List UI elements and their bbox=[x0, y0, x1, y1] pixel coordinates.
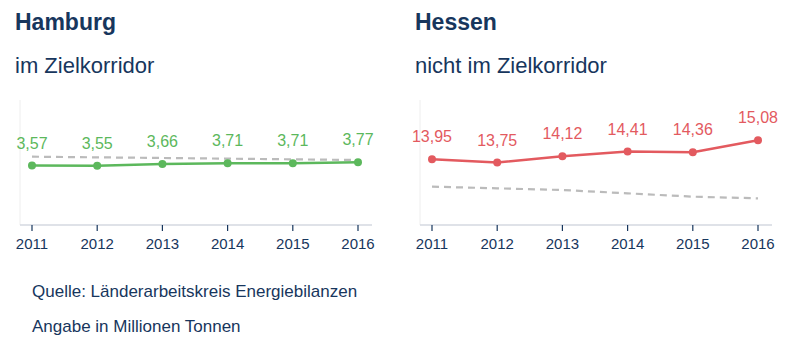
data-label: 13,75 bbox=[477, 132, 517, 149]
series-marker bbox=[354, 158, 362, 166]
x-tick-label: 2011 bbox=[416, 235, 448, 252]
data-label: 14,12 bbox=[542, 125, 582, 142]
series-line bbox=[432, 187, 758, 199]
data-label: 14,36 bbox=[673, 121, 713, 138]
x-tick-label: 2014 bbox=[611, 235, 644, 252]
series-marker bbox=[158, 160, 166, 168]
series-marker bbox=[493, 159, 501, 167]
data-label: 3,66 bbox=[147, 133, 178, 150]
footer-note: Quelle: Länderarbeitskreis Energiebilanz… bbox=[32, 282, 357, 301]
x-tick bbox=[31, 225, 32, 231]
x-tick-label: 2012 bbox=[81, 235, 114, 252]
series-marker bbox=[558, 152, 566, 160]
series-marker bbox=[224, 159, 232, 167]
x-tick-label: 2015 bbox=[276, 235, 309, 252]
data-label: 13,95 bbox=[412, 128, 452, 145]
x-tick-label: 2016 bbox=[741, 235, 774, 252]
data-label: 3,55 bbox=[82, 135, 113, 152]
chart-panel: Hamburg im Zielkorridor 2011 2012 2013 2014 20… bbox=[15, 9, 375, 252]
x-tick bbox=[692, 225, 693, 231]
x-axis-line bbox=[420, 224, 772, 226]
chart-title: Hamburg bbox=[15, 9, 116, 35]
data-labels: 3,57 3,55 3,66 3,71 3,71 3,77 bbox=[16, 131, 373, 152]
series-marker bbox=[689, 148, 697, 156]
x-tick bbox=[292, 225, 293, 231]
data-label: 3,71 bbox=[212, 132, 243, 149]
series-line bbox=[32, 157, 358, 160]
chart-subtitle: im Zielkorridor bbox=[15, 53, 154, 78]
footer-note: Angabe in Millionen Tonnen bbox=[32, 317, 241, 336]
x-axis-line bbox=[20, 224, 372, 226]
data-labels: 13,95 13,75 14,12 14,41 14,36 15,08 bbox=[412, 109, 778, 148]
x-tick-label: 2011 bbox=[16, 235, 48, 252]
x-tick bbox=[97, 225, 98, 231]
data-label: 14,41 bbox=[608, 121, 648, 138]
x-tick bbox=[757, 225, 758, 231]
series-line bbox=[32, 162, 358, 166]
x-tick bbox=[562, 225, 563, 231]
data-label: 3,71 bbox=[277, 132, 308, 149]
x-tick bbox=[357, 225, 358, 231]
chart-panel: Hessen nicht im Zielkorridor 2011 2012 2013 2… bbox=[412, 9, 778, 252]
series-marker bbox=[428, 155, 436, 163]
series-marker bbox=[28, 162, 36, 170]
chart-title: Hessen bbox=[415, 9, 497, 35]
x-tick-label: 2016 bbox=[341, 235, 374, 252]
plot-area bbox=[28, 157, 362, 170]
x-tick-label: 2014 bbox=[211, 235, 244, 252]
data-label: 3,57 bbox=[16, 135, 47, 152]
x-tick bbox=[627, 225, 628, 231]
x-tick bbox=[227, 225, 228, 231]
data-label: 15,08 bbox=[738, 109, 778, 126]
figure: Hamburg im Zielkorridor 2011 2012 2013 2014 20… bbox=[0, 0, 800, 349]
x-tick bbox=[162, 225, 163, 231]
chart-subtitle: nicht im Zielkorridor bbox=[415, 53, 607, 78]
x-tick-label: 2012 bbox=[481, 235, 514, 252]
x-tick bbox=[497, 225, 498, 231]
series-marker bbox=[93, 162, 101, 170]
y-axis-line bbox=[420, 100, 421, 225]
x-tick-label: 2015 bbox=[676, 235, 709, 252]
x-tick bbox=[431, 225, 432, 231]
series-marker bbox=[289, 159, 297, 167]
x-tick-label: 2013 bbox=[546, 235, 579, 252]
x-tick-label: 2013 bbox=[146, 235, 179, 252]
series-marker bbox=[624, 148, 632, 156]
y-axis-line bbox=[20, 100, 21, 225]
series-marker bbox=[754, 136, 762, 144]
data-label: 3,77 bbox=[342, 131, 373, 148]
